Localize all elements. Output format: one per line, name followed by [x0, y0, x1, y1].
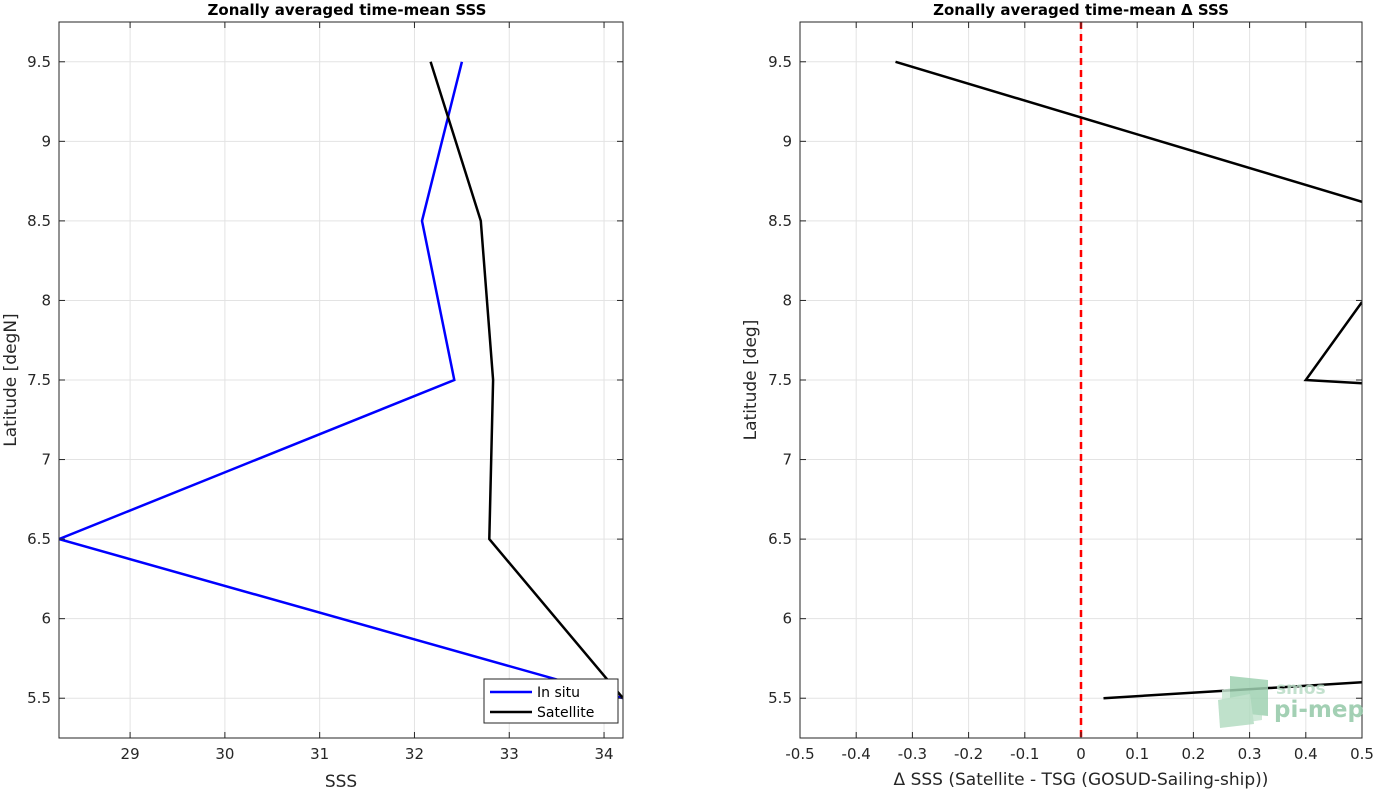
logo-text-smos: smos	[1276, 679, 1326, 699]
sss-y-tick-label: 7.5	[27, 371, 51, 389]
delta-sss-x-tick-label: -0.5	[785, 745, 814, 763]
sss-legend: In situ Satellite	[483, 678, 619, 724]
sss-y-tick-label: 6.5	[27, 530, 51, 548]
sss-y-tick-label: 9.5	[27, 53, 51, 71]
sss-y-tick-label: 9	[41, 132, 51, 150]
delta-sss-x-axis-label: Δ SSS (Satellite - TSG (GOSUD-Sailing-sh…	[894, 770, 1269, 790]
delta-sss-y-tick-label: 5.5	[768, 689, 792, 707]
delta-sss-y-tick-label: 7	[782, 451, 792, 469]
delta-sss-x-tick-label: 0.1	[1125, 745, 1149, 763]
sss-legend-label: Satellite	[537, 705, 594, 721]
delta-sss-x-tick-label: 0	[1076, 745, 1086, 763]
sss-x-tick-label: 31	[310, 745, 329, 763]
sss-y-tick-label: 8.5	[27, 212, 51, 230]
smos-pi-mep-logo: smos pi-mep	[1218, 676, 1364, 728]
sss-chart-title: Zonally averaged time-mean SSS	[208, 1, 487, 19]
delta-sss-x-tick-label: 0.3	[1238, 745, 1262, 763]
sss-profile-panel: Zonally averaged time-mean SSS SSS Latit…	[1, 1, 624, 790]
delta-sss-y-tick-label: 8	[782, 291, 792, 309]
logo-text-pi-mep: pi-mep	[1274, 697, 1364, 723]
delta-sss-y-axis-label: Latitude [deg]	[741, 320, 761, 441]
delta-sss-x-tick-label: -0.3	[898, 745, 927, 763]
delta-sss-series-data-line	[895, 60, 1362, 203]
delta-sss-series-data-line	[1303, 301, 1362, 385]
sss-y-tick-label: 7	[41, 451, 51, 469]
sss-x-tick-label: 29	[121, 745, 140, 763]
delta-sss-x-tick-label: -0.1	[1010, 745, 1039, 763]
sss-x-tick-label: 30	[215, 745, 234, 763]
sss-x-tick-label: 32	[405, 745, 424, 763]
delta-sss-y-tick-label: 7.5	[768, 371, 792, 389]
sss-y-tick-label: 8	[41, 291, 51, 309]
delta-sss-chart-title: Zonally averaged time-mean Δ SSS	[933, 1, 1229, 19]
delta-sss-x-tick-label: 0.4	[1294, 745, 1318, 763]
delta-sss-x-tick-label: 0.5	[1350, 745, 1374, 763]
delta-sss-y-tick-label: 9.5	[768, 53, 792, 71]
delta-sss-y-tick-label: 6	[782, 610, 792, 628]
sss-y-tick-label: 6	[41, 610, 51, 628]
delta-sss-y-tick-label: 8.5	[768, 212, 792, 230]
sss-x-tick-label: 33	[500, 745, 519, 763]
delta-sss-x-tick-label: -0.2	[954, 745, 983, 763]
delta-sss-x-tick-label: 0.2	[1181, 745, 1205, 763]
logo-mark-front	[1218, 694, 1254, 728]
delta-sss-x-tick-label: -0.4	[842, 745, 871, 763]
delta-sss-y-tick-label: 6.5	[768, 530, 792, 548]
sss-legend-box	[483, 678, 619, 724]
sss-series-satellite-line	[429, 61, 623, 700]
delta-sss-profile-panel: Zonally averaged time-mean Δ SSS Δ SSS (…	[741, 1, 1374, 790]
sss-x-tick-label: 34	[594, 745, 613, 763]
sss-legend-label: In situ	[537, 685, 580, 701]
delta-sss-y-tick-label: 9	[782, 132, 792, 150]
sss-y-axis-label: Latitude [degN]	[1, 313, 21, 446]
sss-x-axis-label: SSS	[325, 772, 357, 790]
sss-y-tick-label: 5.5	[27, 689, 51, 707]
sss-series-in-situ-line	[59, 61, 623, 700]
